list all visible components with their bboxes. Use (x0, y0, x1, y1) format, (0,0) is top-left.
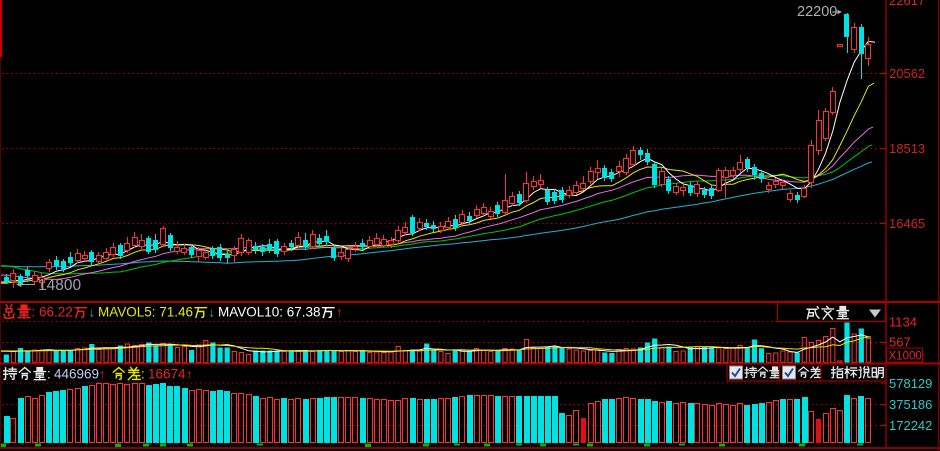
svg-text:↓: ↓ (209, 305, 216, 320)
svg-text::: : (32, 305, 36, 320)
svg-text:X1000: X1000 (889, 351, 922, 363)
svg-text:MAVOL5: 71.46: MAVOL5: 71.46 (98, 305, 193, 320)
svg-text:22200: 22200 (797, 4, 837, 20)
svg-text:22617: 22617 (889, 0, 925, 8)
svg-text:578129: 578129 (889, 376, 932, 391)
svg-text:66.22: 66.22 (39, 305, 73, 320)
svg-text:1134: 1134 (889, 315, 917, 330)
svg-text:16674: 16674 (148, 367, 186, 382)
svg-text:375186: 375186 (889, 397, 932, 412)
svg-text:172242: 172242 (889, 418, 932, 433)
svg-text:↑: ↑ (186, 367, 193, 382)
svg-text:↑: ↑ (336, 305, 343, 320)
svg-text:20562: 20562 (889, 66, 925, 81)
svg-text:16465: 16465 (889, 216, 925, 231)
svg-text:↓: ↓ (89, 305, 96, 320)
svg-text:MAVOL10: 67.38: MAVOL10: 67.38 (218, 305, 321, 320)
svg-text:14800: 14800 (38, 277, 81, 294)
svg-text:567: 567 (889, 335, 911, 350)
svg-text:↑: ↑ (99, 367, 106, 382)
svg-text:446969: 446969 (54, 367, 99, 382)
svg-text:18513: 18513 (889, 141, 925, 156)
svg-text::: : (141, 367, 145, 382)
svg-text::: : (47, 367, 51, 382)
